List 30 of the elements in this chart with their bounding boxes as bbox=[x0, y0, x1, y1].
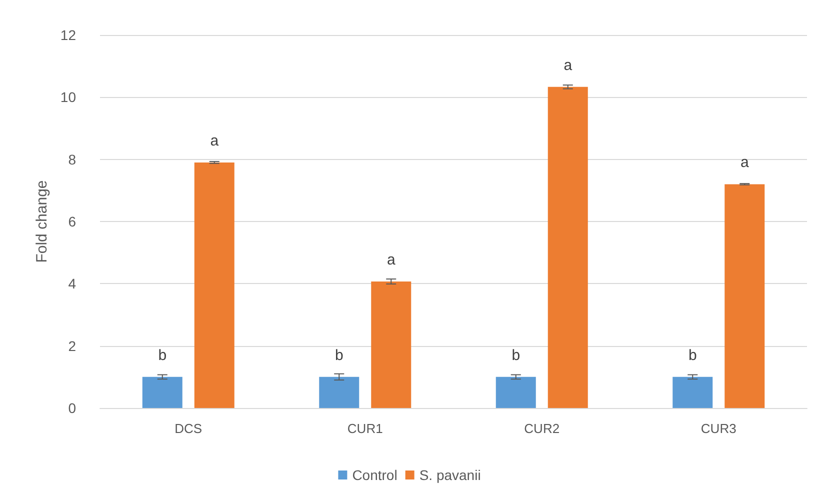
bar bbox=[496, 376, 536, 408]
x-tick-label: DCS bbox=[174, 421, 202, 436]
bar bbox=[319, 376, 360, 408]
data-label: a bbox=[210, 132, 220, 150]
data-label: b bbox=[512, 346, 520, 364]
data-label: a bbox=[564, 56, 573, 74]
y-tick-label: 2 bbox=[68, 338, 76, 354]
data-label: a bbox=[386, 251, 396, 268]
y-tick-label: 8 bbox=[68, 151, 76, 168]
y-tick-label: 4 bbox=[68, 276, 76, 292]
bar bbox=[724, 184, 765, 408]
data-label: b bbox=[334, 346, 344, 364]
x-tick-label: CUR1 bbox=[347, 421, 383, 436]
bar bbox=[371, 281, 412, 408]
bar bbox=[672, 376, 713, 408]
x-tick-label: CUR2 bbox=[524, 421, 560, 436]
data-label: a bbox=[740, 154, 750, 172]
bar bbox=[548, 86, 588, 408]
y-tick-label: 12 bbox=[60, 27, 76, 43]
bar bbox=[142, 376, 182, 408]
data-label: b bbox=[158, 346, 167, 364]
y-tick-label: 6 bbox=[68, 214, 76, 230]
x-tick-label: CUR3 bbox=[700, 421, 736, 436]
data-label: b bbox=[688, 346, 697, 364]
legend-label: S. pavanii bbox=[419, 467, 481, 483]
y-tick-label: 10 bbox=[60, 89, 76, 106]
y-tick-label: 0 bbox=[68, 400, 76, 416]
bar bbox=[194, 162, 234, 408]
legend-label: Control bbox=[352, 467, 398, 483]
y-axis-title: Fold change bbox=[34, 180, 51, 263]
